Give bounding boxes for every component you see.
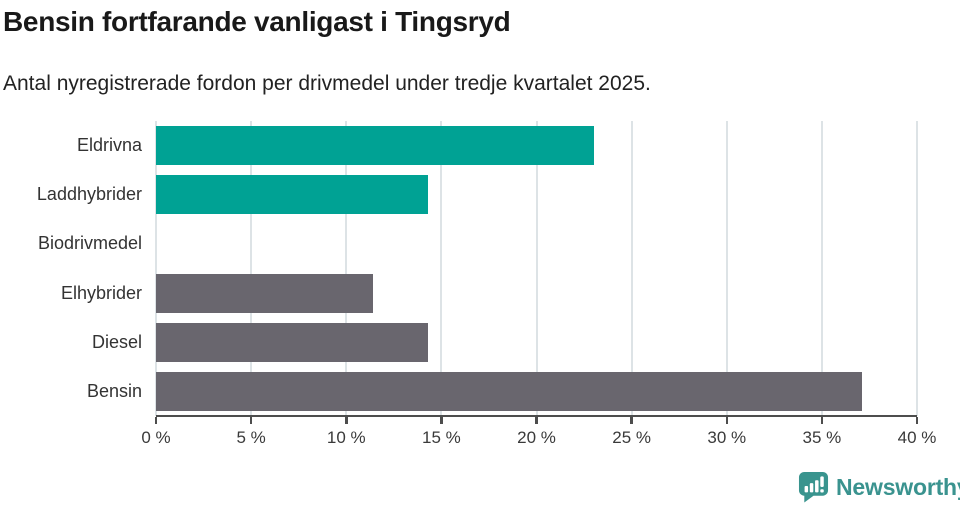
gridline bbox=[345, 121, 348, 416]
x-axis-tick-label: 5 % bbox=[236, 428, 266, 447]
newsworthy-logo[interactable]: Newsworthy bbox=[798, 471, 960, 503]
bar-diesel bbox=[156, 322, 429, 362]
x-axis-tick-label: 30 % bbox=[707, 428, 747, 447]
y-axis-label: Elhybrider bbox=[60, 282, 142, 303]
x-axis-tick bbox=[630, 417, 633, 424]
gridline bbox=[535, 121, 538, 416]
y-axis-labels: Eldrivna Laddhybrider Biodrivmedel Elhybrid… bbox=[0, 121, 142, 416]
chart-subtitle: Antal nyregistrerade fordon per drivmede… bbox=[3, 72, 651, 95]
x-axis-tick-label: 40 % bbox=[897, 428, 937, 447]
x-axis-tick bbox=[725, 417, 728, 424]
bar-bensin bbox=[156, 371, 862, 411]
gridline bbox=[155, 121, 157, 416]
gridline bbox=[820, 121, 823, 416]
plot-area bbox=[155, 121, 918, 416]
x-axis-tick bbox=[345, 417, 348, 424]
gridline bbox=[916, 121, 918, 416]
y-axis-label: Eldrivna bbox=[76, 135, 142, 156]
x-axis-tick-label: 35 % bbox=[802, 428, 842, 447]
y-axis-label: Diesel bbox=[91, 331, 142, 352]
x-axis-tick bbox=[154, 417, 158, 424]
gridline bbox=[725, 121, 728, 416]
x-axis: 0 % 5 % 10 % 15 % 20 % 25 % 30 % 35 % 40 % bbox=[141, 415, 936, 460]
x-axis-tick bbox=[535, 417, 538, 424]
y-axis-label: Biodrivmedel bbox=[37, 233, 142, 254]
x-axis-tick bbox=[440, 417, 443, 424]
gridline bbox=[630, 121, 633, 416]
y-axis-label: Bensin bbox=[86, 380, 142, 401]
x-axis-tick bbox=[820, 417, 824, 424]
x-axis-tick-label: 25 % bbox=[612, 428, 651, 447]
x-axis-tick-label: 10 % bbox=[326, 428, 366, 447]
x-axis-tick bbox=[249, 417, 253, 424]
bar-eldrivna bbox=[156, 126, 594, 166]
newsworthy-speech-bubble-bar-chart-icon bbox=[798, 471, 829, 503]
bar-elhybrider bbox=[156, 273, 373, 313]
x-axis-tick-label: 20 % bbox=[517, 428, 556, 447]
page-title: Bensin fortfarande vanligast i Tingsryd bbox=[3, 6, 511, 37]
newsworthy-logo-text: Newsworthy bbox=[836, 473, 960, 500]
x-axis-tick-label: 15 % bbox=[422, 428, 461, 447]
bar-laddhybrider bbox=[156, 175, 429, 215]
x-axis-tick bbox=[915, 417, 919, 424]
gridline bbox=[440, 121, 443, 416]
x-axis-tick-label: 0 % bbox=[141, 428, 171, 447]
y-axis-label: Laddhybrider bbox=[36, 184, 142, 205]
gridline bbox=[250, 121, 253, 416]
